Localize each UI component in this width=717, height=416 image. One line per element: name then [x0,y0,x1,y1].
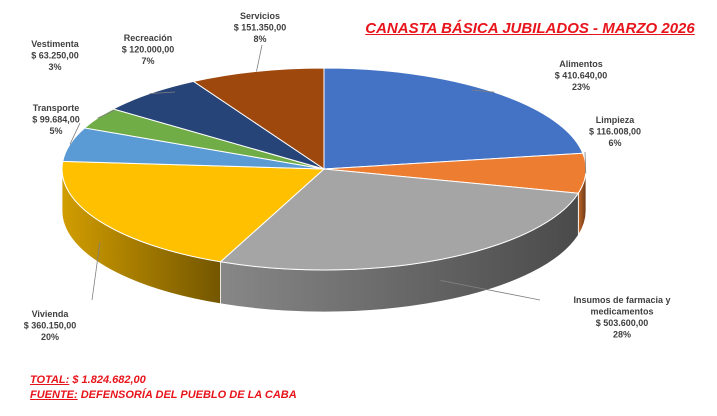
data-label-percent: 7% [141,56,154,66]
data-label-percent: 23% [572,82,590,92]
data-label-value: $ 120.000,00 [122,45,175,55]
data-label-insumos-de-farmacia-y-medicamentos: Insumos de farmacia y medicamentos $ 503.6… [573,295,670,340]
data-label-label: Vivienda [32,309,70,319]
slice-vivienda [61,160,326,263]
data-label-servicios: Servicios $ 151.350,00 8% [234,11,287,44]
data-label-vivienda: Vivienda $ 360.150,00 20% [24,309,77,342]
data-label-transporte: Transporte $ 99.684,00 5% [32,103,80,136]
slice-alimentos [323,67,584,170]
data-label-label: Insumos de farmacia y [573,295,670,305]
data-label-limpieza: Limpieza $ 116.008,00 6% [589,115,641,148]
data-label-vestimenta: Vestimenta $ 63.250,00 3% [31,39,80,72]
data-label-percent: 20% [41,332,59,342]
data-label-percent: 6% [608,138,621,148]
leader-line-transporte [69,122,81,145]
slice-labels: Alimentos $ 410.640,00 23% Limpieza $ 116.00… [24,11,671,342]
data-label-label: Alimentos [559,59,603,69]
leader-line-servicios [256,44,263,72]
chart-title: CANASTA BÁSICA JUBILADOS - MARZO 2026 [365,20,695,37]
data-label-alimentos: Alimentos $ 410.640,00 23% [555,59,608,92]
data-label-label: Transporte [33,103,80,113]
leader-line-vestimenta [97,109,116,119]
source-key: FUENTE: [30,389,78,401]
data-label-value: $ 410.640,00 [555,71,608,81]
total-key: TOTAL: [30,374,70,386]
slice-insumos-de-farmacia-y-medicamentos [219,168,580,271]
data-label-value: $ 151.350,00 [234,23,287,33]
data-label-value: $ 99.684,00 [32,115,80,125]
leader-line-recreacion [149,91,176,94]
data-label-value: $ 360.150,00 [24,321,77,331]
data-label-value: $ 503.600,00 [596,318,649,328]
slice-servicios [192,67,325,170]
source-line: FUENTE: DEFENSORÍA DEL PUEBLO DE LA CABA [30,389,297,401]
source-value: DEFENSORÍA DEL PUEBLO DE LA CABA [80,389,297,401]
pie-top-faces [61,67,587,271]
data-label-percent: 5% [49,126,62,136]
data-label-percent: 3% [48,62,61,72]
leader-line-insumos-de-farmacia-y-medicamentos [440,280,541,301]
total-value: $ 1.824.682,00 [72,374,146,386]
leader-line-limpieza [584,151,587,174]
data-label-percent: 28% [613,330,631,340]
leader-line-alimentos [471,89,495,93]
leader-line-vivienda [91,242,101,301]
leader-lines [69,44,587,301]
data-label-label: Servicios [240,11,280,21]
data-label-label: Vestimenta [31,39,80,49]
data-label-value: $ 63.250,00 [31,51,79,61]
data-label-percent: 8% [253,34,266,44]
total-line: TOTAL: $ 1.824.682,00 [30,374,146,386]
data-label-value: $ 116.008,00 [589,127,641,137]
data-label-recreacion: Recreación $ 120.000,00 7% [122,33,175,66]
data-label-label: Limpieza [596,115,636,125]
data-label-label: medicamentos [590,307,653,317]
data-label-label: Recreación [124,33,173,43]
